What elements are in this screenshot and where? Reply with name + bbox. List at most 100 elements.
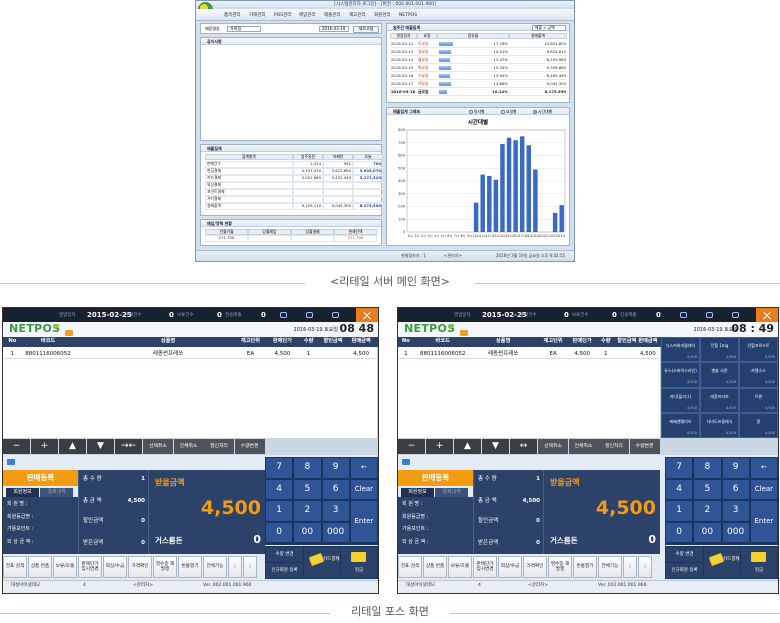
cash-button[interactable]: 현금 (741, 547, 777, 578)
menu-item[interactable]: 매입관리 (299, 13, 316, 18)
product-button[interactable]: 던힐 1mg 4,500 (700, 337, 739, 363)
date-field[interactable]: 2016-03-19 (319, 26, 349, 32)
keypad-key[interactable]: 0 (666, 522, 693, 542)
keypad-key[interactable]: 3 (722, 501, 749, 521)
function-button[interactable]: › (638, 556, 652, 578)
side-button[interactable]: 신규회원 등록 (666, 563, 703, 578)
action-button[interactable]: 선택취소 (538, 439, 568, 454)
keypad-key[interactable]: 2 (294, 501, 321, 521)
keypad-key[interactable]: 00 (694, 522, 721, 542)
radio[interactable] (501, 109, 505, 114)
keypad-key[interactable]: 8 (694, 458, 721, 478)
function-button[interactable]: 돈통열기 (178, 556, 202, 578)
menu-item[interactable]: 재고관리 (349, 13, 366, 18)
menu-item[interactable]: 회원관리 (374, 13, 391, 18)
action-button[interactable]: 전체취소 (568, 439, 599, 454)
function-button[interactable]: ‹ (623, 556, 637, 578)
card-button[interactable]: 카드결제 (704, 547, 740, 578)
function-button[interactable]: 상품 반품 (423, 556, 447, 578)
refresh-button[interactable]: 새로고침 (353, 25, 379, 33)
edit-button[interactable]: →← (115, 439, 142, 454)
icon[interactable] (732, 312, 739, 318)
product-button[interactable]: 레종프라쏘 4,500 (700, 387, 739, 413)
icon[interactable] (280, 312, 287, 318)
product-button[interactable]: 다비도프클래식 4,500 (700, 412, 739, 438)
menu-item[interactable]: 거래관리 (249, 13, 266, 18)
function-button[interactable]: 돈통열기 (573, 556, 597, 578)
keypad-key[interactable]: 7 (266, 458, 293, 478)
keypad-key[interactable]: 9 (322, 458, 349, 478)
keypad-key[interactable]: 2 (694, 501, 721, 521)
keypad-key[interactable]: 9 (722, 458, 749, 478)
product-button[interactable]: 멘솔 사랑 4,500 (700, 362, 739, 388)
menu-item[interactable]: POS관리 (274, 13, 292, 18)
function-button[interactable]: 전표 검색 (398, 556, 422, 578)
keypad-key[interactable]: ← (350, 458, 377, 478)
menu-item[interactable]: 매출관리 (324, 13, 341, 18)
function-button[interactable]: 상품 반품 (28, 556, 52, 578)
card-button[interactable]: 카드결제 (304, 547, 340, 578)
keypad-key[interactable]: Enter (350, 501, 377, 542)
edit-button[interactable]: + (426, 439, 453, 454)
keypad-key[interactable]: ← (750, 458, 777, 478)
edit-button[interactable]: ▲ (59, 439, 86, 454)
function-button[interactable]: 판매단가 임시변경 (473, 556, 497, 578)
keypad-key[interactable]: 1 (266, 501, 293, 521)
radio[interactable] (533, 109, 537, 114)
edit-button[interactable]: + (31, 439, 58, 454)
radio[interactable] (469, 109, 473, 114)
product-button[interactable]: 팔 4,500 (739, 412, 778, 438)
edit-button[interactable]: ▼ (482, 439, 509, 454)
function-button[interactable]: 영수증 재발행 (153, 556, 177, 578)
keypad-key[interactable]: 5 (294, 479, 321, 499)
keypad-key[interactable]: 0 (266, 522, 293, 542)
action-button[interactable]: 수량변경 (234, 439, 265, 454)
icon[interactable] (306, 312, 313, 318)
keypad-key[interactable]: 5 (694, 479, 721, 499)
member-tab[interactable]: 회원정보 (401, 488, 434, 497)
register-tab[interactable]: 판매등록 (3, 470, 78, 486)
function-button[interactable]: 가격확인 (128, 556, 152, 578)
edit-button[interactable]: ▲ (454, 439, 481, 454)
function-button[interactable]: 판매단가 임시변경 (78, 556, 102, 578)
side-button[interactable]: 수량 변경 (666, 547, 703, 562)
member-tab[interactable]: 결제내역 (435, 488, 468, 497)
select[interactable]: 매출 > 금액 (532, 24, 566, 31)
icon[interactable] (332, 312, 339, 318)
product-button[interactable]: 카디(플러그) 4,500 (661, 387, 700, 413)
function-button[interactable]: 전체기능 (203, 556, 227, 578)
product-button[interactable]: 트윈 4,500 (739, 387, 778, 413)
edit-button[interactable]: ↔ (510, 439, 537, 454)
function-button[interactable]: 보류/호출 (448, 556, 472, 578)
keypad-key[interactable]: 7 (666, 458, 693, 478)
keypad-key[interactable]: 4 (666, 479, 693, 499)
member-tab[interactable]: 회원정보 (6, 488, 39, 497)
product-button[interactable]: 듀스(스파이스라인) 4,500 (661, 362, 700, 388)
action-button[interactable]: 할인처리 (599, 439, 629, 454)
keypad-key[interactable]: Clear (350, 479, 377, 499)
menu-item[interactable]: NETPOS (399, 13, 418, 18)
cash-button[interactable]: 현금 (341, 547, 377, 578)
action-button[interactable]: 선택취소 (143, 439, 173, 454)
function-button[interactable]: 전표 검색 (3, 556, 27, 578)
product-button[interactable]: 에쎄앤웨이브 4,500 (661, 412, 700, 438)
function-button[interactable]: 전체기능 (598, 556, 622, 578)
select[interactable]: 가좌점 (227, 26, 261, 32)
side-button[interactable]: 신규회원 등록 (266, 563, 303, 578)
edit-button[interactable]: ▼ (87, 439, 114, 454)
keypad-key[interactable]: 4 (266, 479, 293, 499)
keypad-key[interactable]: 6 (722, 479, 749, 499)
close-button[interactable] (356, 308, 378, 322)
function-button[interactable]: 영수증 재발행 (548, 556, 572, 578)
keypad-key[interactable]: 6 (322, 479, 349, 499)
keypad-key[interactable]: 000 (322, 522, 349, 542)
menu-item[interactable]: 품목관리 (224, 13, 241, 18)
keypad-key[interactable]: 1 (666, 501, 693, 521)
side-button[interactable]: 수량 변경 (266, 547, 303, 562)
function-button[interactable]: 가격확인 (523, 556, 547, 578)
register-tab[interactable]: 판매등록 (398, 470, 473, 486)
keypad-key[interactable]: 00 (294, 522, 321, 542)
icon[interactable] (680, 312, 687, 318)
function-button[interactable]: 보류/호출 (53, 556, 77, 578)
icon[interactable] (706, 312, 713, 318)
